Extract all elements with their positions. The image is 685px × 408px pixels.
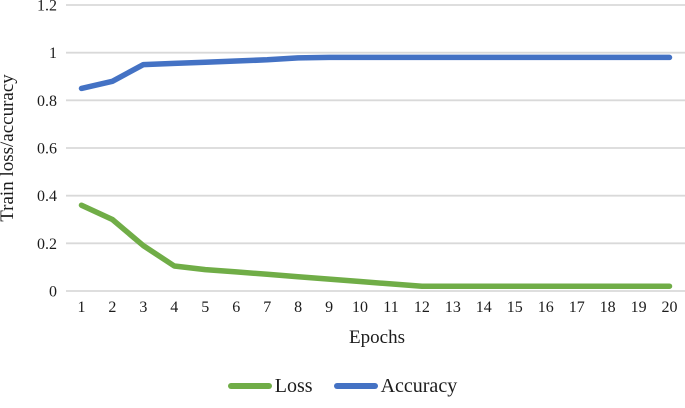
x-tick-label: 14 [476, 299, 492, 316]
x-tick-label: 17 [569, 299, 585, 316]
x-tick-label: 19 [631, 299, 647, 316]
x-tick-label: 6 [232, 299, 240, 316]
x-tick-label: 10 [352, 299, 368, 316]
line-chart-svg: 00.20.40.60.811.21 2 3 4 5 6 7 8 9 10 11 12 13 14 15 16… [0, 0, 685, 348]
x-tick-label: 3 [139, 299, 147, 316]
y-tick-label: 1.2 [37, 0, 57, 15]
y-tick-label: 0.6 [37, 141, 57, 158]
x-tick-label: 13 [445, 299, 461, 316]
chart-legend: Loss Accuracy [0, 376, 685, 396]
y-tick-label: 0.2 [37, 236, 57, 253]
y-tick-label: 0.4 [37, 188, 57, 205]
x-tick-label: 12 [414, 299, 430, 316]
x-tick-label: 11 [383, 299, 398, 316]
x-tick-label: 2 [108, 299, 116, 316]
y-axis-title: Train loss/accuracy [0, 74, 18, 222]
legend-item-loss: Loss [227, 375, 313, 397]
x-tick-label: 16 [538, 299, 554, 316]
accuracy-line-swatch-icon [333, 383, 378, 389]
x-tick-label: 7 [263, 299, 271, 316]
x-tick-label: 15 [507, 299, 523, 316]
x-tick-label: 5 [201, 299, 209, 316]
legend-item-accuracy: Accuracy [333, 375, 458, 397]
x-tick-label: 9 [325, 299, 333, 316]
x-tick-label: 8 [294, 299, 302, 316]
x-tick-label: 20 [662, 299, 678, 316]
accuracy-line [78, 54, 673, 92]
x-tick-label: 1 [78, 299, 86, 316]
x-axis-title: Epochs [349, 327, 405, 348]
loss-line [78, 202, 673, 289]
legend-label-loss: Loss [274, 375, 313, 397]
loss-line-swatch-icon [227, 383, 272, 389]
x-tick-label: 4 [170, 299, 178, 316]
legend-label-accuracy: Accuracy [380, 375, 458, 397]
x-tick-label: 18 [600, 299, 616, 316]
y-tick-label: 0 [49, 284, 57, 301]
y-tick-label: 0.8 [37, 93, 57, 110]
y-tick-label: 1 [49, 45, 57, 62]
